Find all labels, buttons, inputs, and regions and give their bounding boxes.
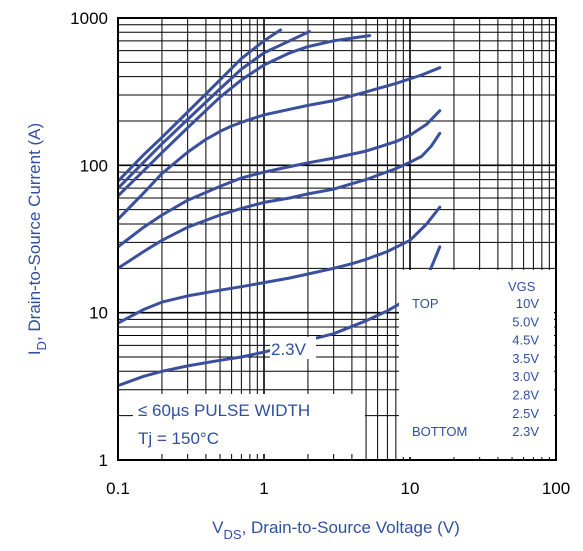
legend-value: 4.5V bbox=[512, 333, 539, 348]
tj-note: Tj = 150°C bbox=[138, 429, 219, 448]
legend-box bbox=[399, 270, 554, 457]
curve-vgs-10V bbox=[118, 28, 283, 183]
legend-value: 3.0V bbox=[512, 369, 539, 384]
y-tick-label: 100 bbox=[80, 156, 108, 175]
curve-vgs-2-8V bbox=[118, 131, 442, 270]
legend-value: 2.8V bbox=[512, 388, 539, 403]
legend-value: 5.0V bbox=[512, 314, 539, 329]
curve-vgs-3-5V bbox=[118, 66, 442, 221]
pulse-width-note: ≤ 60µs PULSE WIDTH bbox=[138, 401, 310, 420]
x-tick-label: 100 bbox=[542, 479, 570, 498]
legend-header: VGS bbox=[508, 279, 536, 294]
x-tick-label: 0.1 bbox=[106, 479, 130, 498]
legend-bottom-label: BOTTOM bbox=[412, 424, 467, 439]
curve-label-bg bbox=[270, 337, 316, 359]
x-axis-title: VDS, Drain-to-Source Voltage (V) bbox=[212, 518, 460, 542]
y-tick-label: 10 bbox=[89, 304, 108, 323]
legend-top-label: TOP bbox=[412, 296, 439, 311]
conditions-box bbox=[133, 394, 365, 454]
curve-label-2-3v: 2.3V bbox=[271, 340, 307, 359]
tick-labels: 0.1 1 10 100 1 10 100 1000 bbox=[70, 9, 570, 498]
y-axis-title: ID, Drain-to-Source Current (A) bbox=[25, 123, 49, 355]
legend-value: 10V bbox=[516, 296, 539, 311]
y-tick-label: 1000 bbox=[70, 9, 108, 28]
legend-value: 2.3V bbox=[512, 424, 539, 439]
x-tick-label: 1 bbox=[259, 479, 268, 498]
legend-value: 2.5V bbox=[512, 406, 539, 421]
plot-frame bbox=[117, 17, 557, 461]
legend-values: 10V 5.0V 4.5V 3.5V 3.0V 2.8V 2.5V 2.3V bbox=[512, 296, 539, 439]
curve-group bbox=[118, 28, 442, 388]
x-tick-label: 10 bbox=[401, 479, 420, 498]
curve-vgs-4-5V bbox=[118, 34, 372, 198]
y-tick-label: 1 bbox=[99, 451, 108, 470]
legend-value: 3.5V bbox=[512, 351, 539, 366]
curve-vgs-2-5V bbox=[118, 205, 442, 325]
curve-vgs-5-0V bbox=[118, 30, 311, 190]
curve-vgs-2-3V bbox=[118, 245, 442, 388]
curve-vgs-3-0V bbox=[118, 109, 442, 249]
